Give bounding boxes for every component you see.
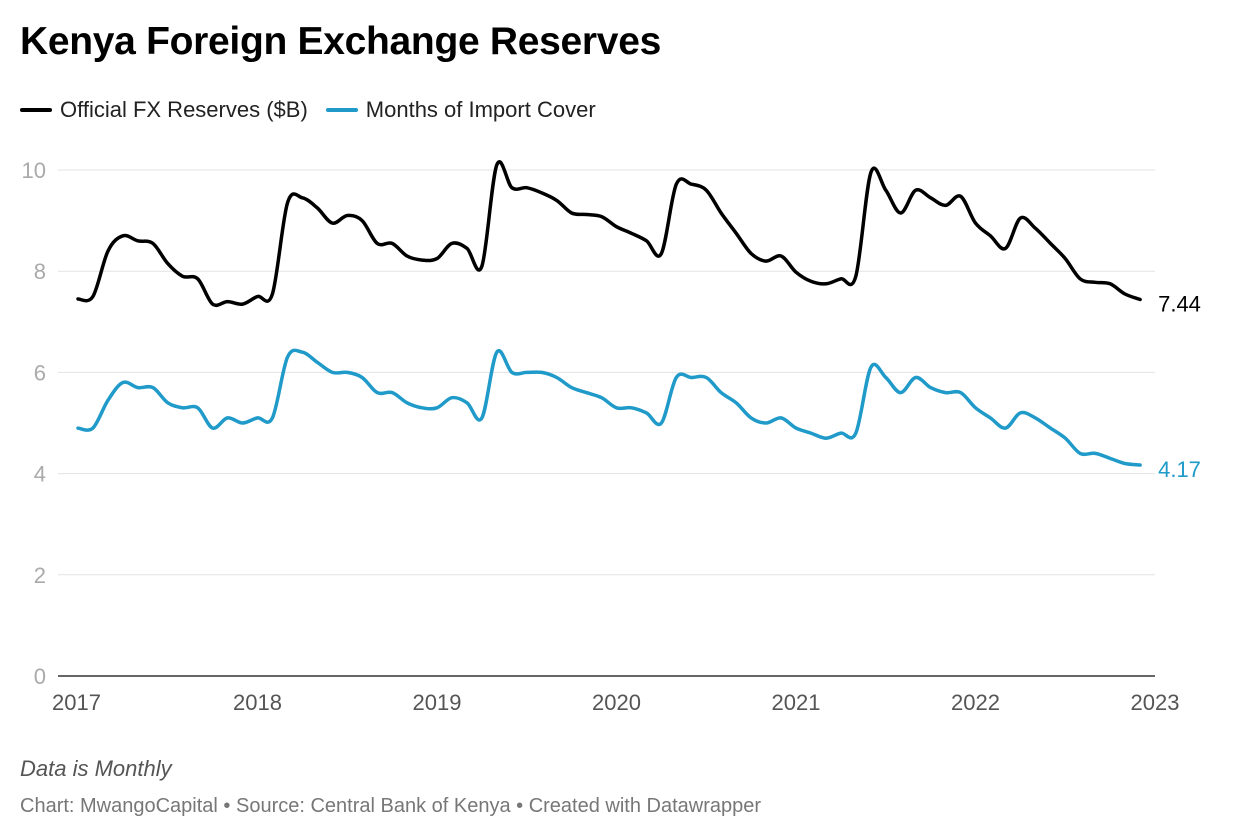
legend-swatch-fx-reserves [20, 108, 52, 112]
chart-footer: Chart: MwangoCapital • Source: Central B… [20, 795, 762, 817]
x-axis-ticks: 2017 2018 2019 2020 2021 2022 2023 [52, 690, 1179, 715]
y-tick-label: 6 [34, 360, 46, 385]
chart-legend: Official FX Reserves ($B) Months of Impo… [20, 97, 614, 123]
end-labels: 7.44 4.17 [1158, 292, 1201, 482]
y-tick-label: 10 [22, 158, 46, 183]
x-tick-label: 2021 [772, 690, 821, 715]
line-chart: 0 2 4 6 8 10 2017 2018 2019 2020 2021 2022 2023 7.4… [22, 158, 1201, 715]
legend-label-import-cover: Months of Import Cover [365, 97, 596, 122]
x-tick-label: 2023 [1131, 690, 1180, 715]
series-lines [76, 160, 1142, 467]
x-tick-label: 2019 [413, 690, 462, 715]
y-tick-label: 4 [34, 462, 46, 487]
series-line-import-cover [76, 348, 1142, 467]
legend-item-fx-reserves: Official FX Reserves ($B) [20, 97, 308, 123]
series-line-fx-reserves [76, 160, 1142, 308]
y-tick-label: 2 [34, 563, 46, 588]
legend-item-import-cover: Months of Import Cover [325, 97, 596, 123]
legend-swatch-import-cover [325, 108, 358, 112]
chart-notes: Data is Monthly [20, 756, 172, 781]
end-label-import-cover: 4.17 [1158, 457, 1201, 482]
x-tick-label: 2022 [951, 690, 1000, 715]
x-tick-label: 2017 [52, 690, 101, 715]
y-tick-label: 0 [34, 664, 46, 689]
gridlines [58, 169, 1155, 677]
y-axis-ticks: 0 2 4 6 8 10 [22, 158, 46, 689]
y-tick-label: 8 [34, 259, 46, 284]
x-tick-label: 2018 [233, 690, 282, 715]
legend-label-fx-reserves: Official FX Reserves ($B) [60, 97, 308, 122]
chart-title: Kenya Foreign Exchange Reserves [20, 20, 661, 63]
end-label-fx-reserves: 7.44 [1158, 292, 1201, 317]
x-tick-label: 2020 [592, 690, 641, 715]
